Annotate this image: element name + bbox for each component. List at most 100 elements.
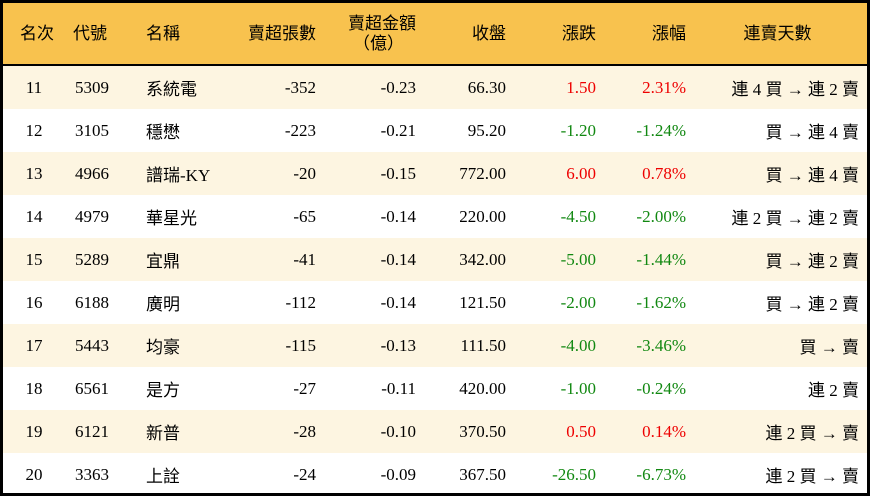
streak-cell: 連 4 買 → 連 2 賣 xyxy=(688,65,867,109)
code-cell[interactable]: 6121 xyxy=(65,410,137,453)
rank-cell: 20 xyxy=(25,464,43,484)
change-pct-cell: -0.24% xyxy=(636,378,686,398)
rank-cell: 15 xyxy=(3,238,65,281)
change-cell: 6.00 xyxy=(508,152,598,195)
table-row[interactable]: 14 4979 華星光 -65 -0.14 220.00 -4.50 -2.00… xyxy=(3,195,867,238)
net-sell-ranking-table: 名次 代號 名稱 賣超張數 賣超金額 （億） 收盤 漲跌 漲幅 連賣天數 11 … xyxy=(3,3,867,496)
streak-cell: 連 2 買 → 賣 xyxy=(765,467,860,486)
code-cell[interactable]: 5289 xyxy=(65,238,137,281)
net-sell-amount-cell: -0.10 xyxy=(318,410,418,453)
table-row[interactable]: 13 4966 譜瑞-KY -20 -0.15 772.00 6.00 0.78… xyxy=(3,152,867,195)
close-cell: 111.50 xyxy=(418,324,508,367)
change-pct-cell: 0.14% xyxy=(598,410,688,453)
header-net-sell-volume[interactable]: 賣超張數 xyxy=(237,3,318,66)
change-pct-cell: -3.46% xyxy=(598,324,688,367)
change-cell: -26.50 xyxy=(552,464,596,484)
close-cell: 772.00 xyxy=(418,152,508,195)
net-sell-amount-cell: -0.11 xyxy=(381,378,416,398)
net-sell-volume-cell: -65 xyxy=(293,206,316,226)
change-cell: 1.50 xyxy=(508,65,598,109)
table-row[interactable]: 17 5443 均豪 -115 -0.13 111.50 -4.00 -3.46… xyxy=(3,324,867,367)
net-sell-volume-cell: -112 xyxy=(285,292,316,312)
code-cell[interactable]: 6561 xyxy=(75,378,109,398)
change-pct-cell: -1.62% xyxy=(636,292,686,312)
change-cell: -5.00 xyxy=(508,238,598,281)
streak-cell: 買 → 賣 xyxy=(688,324,867,367)
net-sell-volume-cell: -28 xyxy=(237,410,318,453)
net-sell-volume-cell: -115 xyxy=(237,324,318,367)
code-cell[interactable]: 5443 xyxy=(65,324,137,367)
code-cell[interactable]: 5309 xyxy=(65,65,137,109)
close-cell: 66.30 xyxy=(418,65,508,109)
change-cell: 0.50 xyxy=(508,410,598,453)
rank-cell: 17 xyxy=(3,324,65,367)
streak-cell: 連 2 賣 xyxy=(808,381,859,400)
header-close[interactable]: 收盤 xyxy=(418,3,508,66)
net-sell-volume-cell: -20 xyxy=(237,152,318,195)
streak-cell: 買 → 連 4 賣 xyxy=(765,123,860,142)
rank-cell: 13 xyxy=(3,152,65,195)
table-row[interactable]: 16 6188 廣明 -112 -0.14 121.50 -2.00 -1.62… xyxy=(3,281,867,324)
code-cell[interactable]: 3105 xyxy=(75,120,109,140)
close-cell: 342.00 xyxy=(418,238,508,281)
name-cell[interactable]: 是方 xyxy=(146,381,180,400)
table-row[interactable]: 19 6121 新普 -28 -0.10 370.50 0.50 0.14% 連… xyxy=(3,410,867,453)
net-sell-volume-cell: -24 xyxy=(293,464,316,484)
net-sell-amount-cell: -0.13 xyxy=(318,324,418,367)
change-cell: -2.00 xyxy=(560,292,596,312)
name-cell[interactable]: 宜鼎 xyxy=(137,238,237,281)
table-row[interactable]: 20 3363 上詮 -24 -0.09 367.50 -26.50 -6.73… xyxy=(3,453,867,496)
net-sell-amount-cell: -0.21 xyxy=(380,120,416,140)
code-cell[interactable]: 4979 xyxy=(75,206,109,226)
code-cell[interactable]: 4966 xyxy=(65,152,137,195)
change-cell: -1.00 xyxy=(560,378,596,398)
table-row[interactable]: 11 5309 系統電 -352 -0.23 66.30 1.50 2.31% … xyxy=(3,65,867,109)
rank-cell: 19 xyxy=(3,410,65,453)
rank-cell: 18 xyxy=(25,378,43,398)
code-cell[interactable]: 3363 xyxy=(75,464,109,484)
net-sell-volume-cell: -41 xyxy=(237,238,318,281)
change-cell: -4.00 xyxy=(508,324,598,367)
rank-cell: 11 xyxy=(3,65,65,109)
close-cell: 370.50 xyxy=(418,410,508,453)
header-name[interactable]: 名稱 xyxy=(137,3,237,66)
name-cell[interactable]: 系統電 xyxy=(137,65,237,109)
header-net-sell-amount[interactable]: 賣超金額 （億） xyxy=(318,3,418,66)
name-cell[interactable]: 華星光 xyxy=(146,209,197,228)
streak-cell: 連 2 買 → 賣 xyxy=(688,410,867,453)
header-code[interactable]: 代號 xyxy=(65,3,137,66)
streak-cell: 買 → 連 2 賣 xyxy=(688,238,867,281)
code-cell[interactable]: 6188 xyxy=(75,292,109,312)
header-row: 名次 代號 名稱 賣超張數 賣超金額 （億） 收盤 漲跌 漲幅 連賣天數 xyxy=(3,3,867,66)
net-sell-amount-cell: -0.15 xyxy=(318,152,418,195)
net-sell-amount-cell: -0.14 xyxy=(380,292,416,312)
close-cell: 220.00 xyxy=(459,206,506,226)
header-change[interactable]: 漲跌 xyxy=(508,3,598,66)
streak-cell: 買 → 連 2 賣 xyxy=(765,295,860,314)
close-cell: 95.20 xyxy=(467,120,506,140)
table-row[interactable]: 15 5289 宜鼎 -41 -0.14 342.00 -5.00 -1.44%… xyxy=(3,238,867,281)
name-cell[interactable]: 上詮 xyxy=(146,467,180,486)
name-cell[interactable]: 新普 xyxy=(137,410,237,453)
table-row[interactable]: 18 6561 是方 -27 -0.11 420.00 -1.00 -0.24%… xyxy=(3,367,867,410)
name-cell[interactable]: 廣明 xyxy=(146,295,180,314)
change-pct-cell: -6.73% xyxy=(636,464,686,484)
name-cell[interactable]: 譜瑞-KY xyxy=(137,152,237,195)
rank-cell: 16 xyxy=(25,292,43,312)
change-cell: -4.50 xyxy=(560,206,596,226)
change-cell: -1.20 xyxy=(560,120,596,140)
streak-cell: 連 2 買 → 連 2 賣 xyxy=(731,209,860,228)
name-cell[interactable]: 穩懋 xyxy=(146,123,180,142)
table-row[interactable]: 12 3105 穩懋 -223 -0.21 95.20 -1.20 -1.24%… xyxy=(3,109,867,152)
close-cell: 420.00 xyxy=(459,378,506,398)
header-streak[interactable]: 連賣天數 xyxy=(688,3,867,66)
header-net-sell-amount-unit: （億） xyxy=(353,33,404,53)
close-cell: 367.50 xyxy=(459,464,506,484)
change-pct-cell: -2.00% xyxy=(636,206,686,226)
net-sell-amount-cell: -0.14 xyxy=(318,238,418,281)
header-rank[interactable]: 名次 xyxy=(3,3,65,66)
header-net-sell-amount-label: 賣超金額 xyxy=(348,13,416,33)
header-change-pct[interactable]: 漲幅 xyxy=(598,3,688,66)
name-cell[interactable]: 均豪 xyxy=(137,324,237,367)
